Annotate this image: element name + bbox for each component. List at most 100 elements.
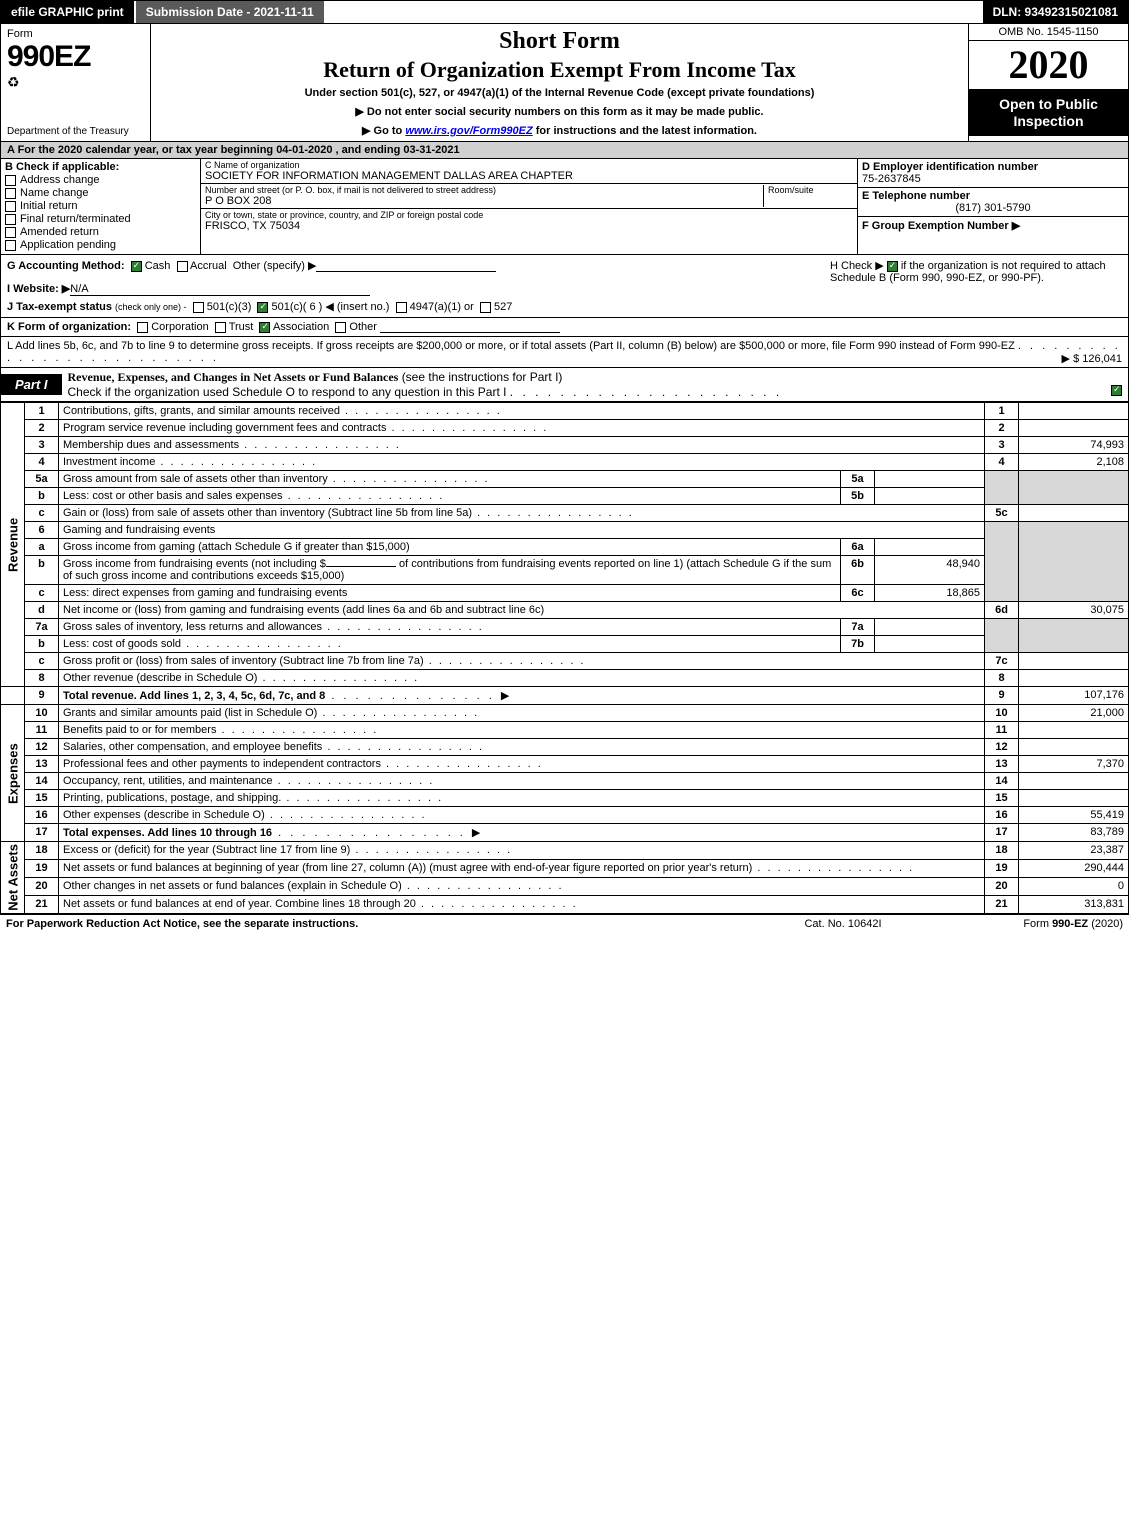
chk-other-org[interactable] [335, 322, 346, 333]
l3-rnum: 3 [985, 437, 1019, 454]
l11-amt [1019, 722, 1129, 739]
l2-rnum: 2 [985, 420, 1019, 437]
l7b-midamt [875, 636, 985, 653]
l2-text: Program service revenue including govern… [63, 422, 548, 434]
l9-text: Total revenue. Add lines 1, 2, 3, 4, 5c,… [63, 690, 325, 702]
l5a-midamt [875, 471, 985, 488]
chk-501c3[interactable] [193, 302, 204, 313]
chk-assoc[interactable] [259, 322, 270, 333]
l6b-num: b [25, 556, 59, 585]
efile-print-button[interactable]: efile GRAPHIC print [1, 1, 136, 23]
l10-amt: 21,000 [1019, 705, 1129, 722]
l6b-midamt: 48,940 [875, 556, 985, 585]
l3-num: 3 [25, 437, 59, 454]
irs-link[interactable]: www.irs.gov/Form990EZ [405, 125, 532, 137]
section-ghij: G Accounting Method: Cash Accrual Other … [0, 255, 1129, 318]
l14-text: Occupancy, rent, utilities, and maintena… [63, 775, 434, 787]
department-label: Department of the Treasury [7, 126, 129, 137]
l7b-mid: 7b [841, 636, 875, 653]
lbl-other-org: Other [349, 321, 377, 333]
row-l: L Add lines 5b, 6c, and 7b to line 9 to … [0, 337, 1129, 368]
chk-amended-return[interactable] [5, 227, 16, 238]
form-number: 990EZ [7, 40, 144, 74]
row-k: K Form of organization: Corporation Trus… [0, 318, 1129, 337]
short-form-title: Short Form [159, 28, 960, 55]
goto-line: ▶ Go to www.irs.gov/Form990EZ for instru… [159, 124, 960, 137]
chk-schedule-o[interactable] [1111, 385, 1122, 396]
l6-num: 6 [25, 522, 59, 539]
chk-final-return[interactable] [5, 214, 16, 225]
l16-amt: 55,419 [1019, 807, 1129, 824]
l9-amt: 107,176 [1019, 687, 1129, 705]
l16-text: Other expenses (describe in Schedule O) [63, 809, 427, 821]
chk-4947[interactable] [396, 302, 407, 313]
l17-amt: 83,789 [1019, 824, 1129, 842]
lbl-trust: Trust [229, 321, 254, 333]
chk-accrual[interactable] [177, 261, 188, 272]
part1-title: Revenue, Expenses, and Changes in Net As… [62, 368, 1128, 401]
l21-amt: 313,831 [1019, 895, 1129, 913]
side-revenue: Revenue [1, 403, 25, 687]
chk-address-change[interactable] [5, 175, 16, 186]
row-h: H Check ▶ if the organization is not req… [822, 259, 1122, 313]
l2-num: 2 [25, 420, 59, 437]
part1-table: Revenue 1 Contributions, gifts, grants, … [0, 402, 1129, 914]
topbar-spacer [326, 1, 983, 23]
other-org-input[interactable] [380, 321, 560, 333]
l5c-num: c [25, 505, 59, 522]
submission-date-button[interactable]: Submission Date - 2021-11-11 [136, 1, 326, 23]
l-text: L Add lines 5b, 6c, and 7b to line 9 to … [7, 340, 1015, 352]
chk-schedule-b[interactable] [887, 261, 898, 272]
org-street: P O BOX 208 [205, 195, 763, 207]
l6a-midamt [875, 539, 985, 556]
l5b-mid: 5b [841, 488, 875, 505]
l21-text: Net assets or fund balances at end of ye… [63, 898, 578, 910]
l13-amt: 7,370 [1019, 756, 1129, 773]
lbl-501c3: 501(c)(3) [207, 301, 252, 313]
l5a-num: 5a [25, 471, 59, 488]
topbar: efile GRAPHIC print Submission Date - 20… [0, 0, 1129, 24]
d-ein: 75-2637845 [862, 173, 1124, 185]
l17-text: Total expenses. Add lines 10 through 16 [63, 827, 272, 839]
chk-corp[interactable] [137, 322, 148, 333]
d-lbl: D Employer identification number [862, 161, 1124, 173]
chk-initial-return[interactable] [5, 201, 16, 212]
l21-num: 21 [25, 895, 59, 913]
l19-text: Net assets or fund balances at beginning… [63, 862, 914, 874]
l13-text: Professional fees and other payments to … [63, 758, 543, 770]
shade-5 [985, 471, 1019, 505]
l19-amt: 290,444 [1019, 859, 1129, 877]
chk-527[interactable] [480, 302, 491, 313]
chk-cash[interactable] [131, 261, 142, 272]
other-specify-input[interactable] [316, 260, 496, 272]
i-lbl: I Website: ▶ [7, 283, 70, 295]
l6a-text: Gross income from gaming (attach Schedul… [59, 539, 841, 556]
shade-6 [985, 522, 1019, 602]
l18-amt: 23,387 [1019, 842, 1129, 860]
l9-rnum: 9 [985, 687, 1019, 705]
l20-amt: 0 [1019, 877, 1129, 895]
open-public: Open to Public Inspection [969, 90, 1128, 136]
l6d-text: Net income or (loss) from gaming and fun… [59, 602, 985, 619]
header-right: OMB No. 1545-1150 2020 Open to Public In… [968, 24, 1128, 141]
l1-amt [1019, 403, 1129, 420]
l6b-text: Gross income from fundraising events (no… [63, 558, 326, 570]
c-street-lbl: Number and street (or P. O. box, if mail… [205, 185, 763, 195]
l10-num: 10 [25, 705, 59, 722]
side-expenses: Expenses [1, 705, 25, 842]
chk-501c[interactable] [257, 302, 268, 313]
l17-rnum: 17 [985, 824, 1019, 842]
l12-text: Salaries, other compensation, and employ… [63, 741, 484, 753]
chk-name-change[interactable] [5, 188, 16, 199]
l1-rnum: 1 [985, 403, 1019, 420]
chk-trust[interactable] [215, 322, 226, 333]
l7b-num: b [25, 636, 59, 653]
footer-right: Form 990-EZ (2020) [943, 918, 1123, 930]
l20-rnum: 20 [985, 877, 1019, 895]
chk-application-pending[interactable] [5, 240, 16, 251]
l7c-rnum: 7c [985, 653, 1019, 670]
row-a-tax-year: A For the 2020 calendar year, or tax yea… [0, 142, 1129, 159]
col-def: D Employer identification number 75-2637… [858, 159, 1128, 254]
e-lbl: E Telephone number [862, 190, 1124, 202]
l5a-mid: 5a [841, 471, 875, 488]
